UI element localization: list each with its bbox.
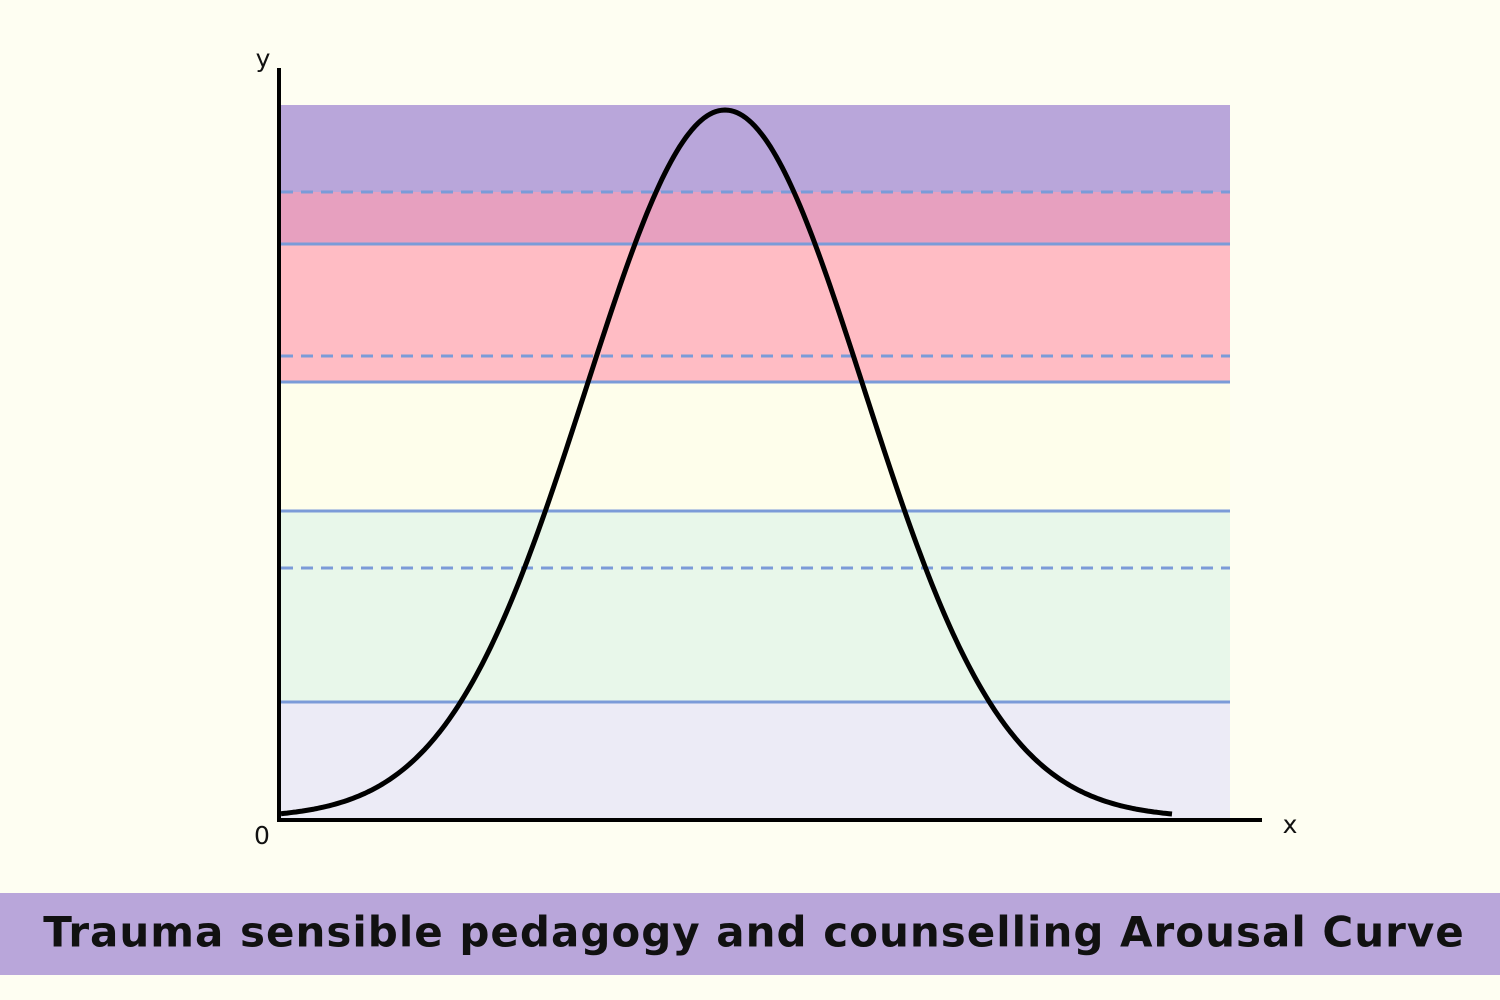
arousal-curve — [280, 107, 1173, 817]
y-axis-label: y — [256, 44, 271, 73]
band-lines — [281, 190, 1230, 704]
band — [281, 105, 1230, 192]
band — [281, 382, 1230, 511]
origin-label: 0 — [254, 821, 270, 850]
x-axis-label: x — [1283, 810, 1298, 839]
title: Trauma sensible pedagogy and counselling… — [43, 908, 1464, 957]
bands — [281, 105, 1230, 818]
band — [281, 702, 1230, 818]
band — [281, 244, 1230, 382]
title-bar — [0, 893, 1500, 975]
band — [281, 511, 1230, 702]
band — [281, 192, 1230, 244]
